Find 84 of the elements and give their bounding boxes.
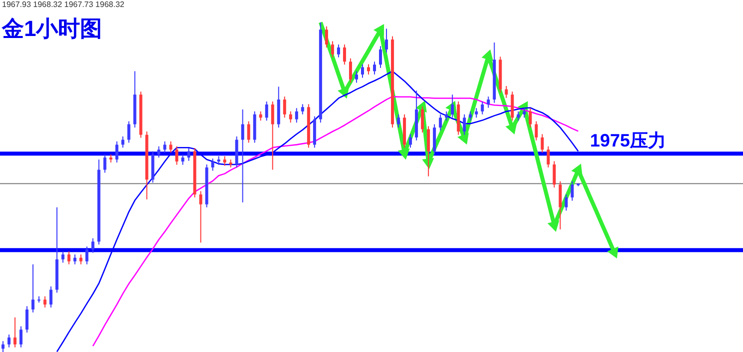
candlestick — [420, 106, 424, 133]
candlestick — [43, 296, 46, 308]
candlestick — [331, 40, 334, 58]
candlestick — [271, 101, 274, 170]
candlestick — [408, 134, 412, 148]
candlestick — [516, 110, 520, 122]
candlestick — [241, 108, 244, 203]
candlestick — [432, 124, 436, 156]
candlestick — [396, 114, 400, 128]
point — [338, 86, 350, 99]
candlestick — [367, 64, 370, 75]
candlestick — [175, 146, 178, 166]
point — [505, 122, 517, 135]
candlestick — [552, 160, 556, 188]
candlestick — [444, 110, 448, 122]
candlestick — [295, 108, 298, 124]
candlestick — [426, 126, 430, 177]
point — [373, 24, 384, 36]
point — [398, 148, 410, 160]
candlestick — [289, 110, 292, 124]
candlestick — [127, 120, 130, 144]
candlestick — [510, 91, 514, 122]
candlestick — [31, 264, 34, 313]
point — [571, 164, 582, 176]
candlestick — [343, 44, 346, 66]
candlestick — [462, 114, 466, 136]
candlestick — [372, 61, 376, 75]
candlestick — [301, 104, 304, 115]
candlestick — [504, 86, 508, 98]
point — [482, 49, 494, 62]
candlestick — [103, 154, 106, 174]
chart-title: 金1小时图 — [2, 15, 102, 43]
candlestick — [438, 114, 442, 132]
candlestick — [450, 94, 454, 118]
candlestick — [79, 254, 82, 265]
candlestick — [558, 180, 562, 230]
candlestick — [361, 64, 364, 78]
candlestick — [115, 140, 118, 163]
candlestick — [283, 96, 286, 118]
candlestick — [540, 134, 544, 154]
candlestick — [480, 101, 484, 115]
point — [548, 220, 560, 232]
candlestick — [528, 108, 532, 128]
candlestick — [91, 238, 94, 254]
candlestick — [163, 140, 166, 154]
candlestick — [85, 246, 88, 265]
candlestick — [325, 26, 328, 48]
candlestick — [19, 326, 22, 348]
candlestick — [259, 110, 262, 122]
candlestick — [1, 340, 4, 352]
candlestick — [187, 147, 190, 162]
candlestick — [570, 180, 574, 202]
point — [607, 246, 618, 259]
candlestick — [522, 108, 526, 118]
candlestick — [181, 154, 184, 166]
candlestick — [169, 140, 172, 154]
candlestick — [486, 96, 490, 108]
candlestick — [349, 58, 352, 84]
candlestick — [265, 101, 268, 122]
ref-line-label: 1975压力 — [590, 130, 666, 151]
candlestick — [67, 250, 70, 265]
candlestick — [49, 286, 52, 308]
candlestick — [61, 250, 64, 264]
candlestick — [121, 136, 124, 148]
candlestick — [247, 120, 250, 144]
candlestick — [25, 306, 28, 334]
candlestick — [73, 254, 76, 265]
candlestick — [468, 110, 472, 122]
candlestick — [7, 334, 10, 348]
candlestick — [223, 156, 226, 166]
candlestick — [534, 120, 538, 141]
candlestick — [384, 28, 388, 53]
point — [457, 132, 469, 145]
candlestick — [13, 316, 16, 348]
candlestick — [337, 44, 340, 58]
candlestick — [157, 146, 160, 158]
candlestick — [199, 190, 202, 244]
candlestick — [564, 194, 568, 212]
candlestick — [546, 146, 550, 168]
chart-subtitle: 1967.93 1968.32 1967.73 1968.32 — [2, 0, 124, 9]
candlestick — [474, 108, 478, 118]
candlestick — [355, 70, 358, 84]
candlestick — [378, 46, 382, 68]
candlestick — [211, 158, 214, 172]
